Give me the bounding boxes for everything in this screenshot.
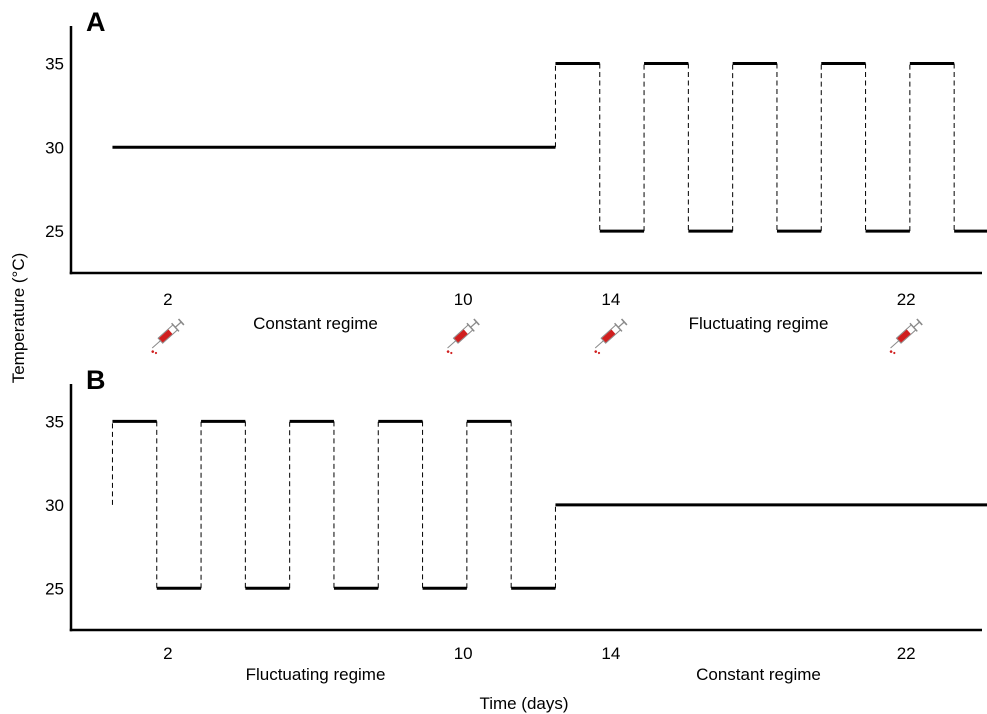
syringe-icon	[594, 318, 628, 355]
x-tick-label: 10	[454, 290, 473, 309]
regime-label: Constant regime	[696, 665, 821, 684]
regime-label: Constant regime	[253, 314, 378, 333]
panel-a: A 25 30 35 2 10 14 22 Constant regime Fluctuating…	[45, 7, 987, 355]
y-tick-label: 35	[45, 412, 64, 431]
x-tick-label: 14	[601, 644, 620, 663]
regime-label: Fluctuating regime	[246, 665, 386, 684]
syringe-icon	[446, 318, 480, 355]
x-tick-label: 2	[163, 644, 172, 663]
x-axis-title: Time (days)	[479, 694, 568, 713]
y-tick-label: 35	[45, 55, 64, 74]
y-axis-title: Temperature (°C)	[9, 253, 28, 384]
x-tick-label: 14	[601, 290, 620, 309]
x-tick-label: 10	[454, 644, 473, 663]
syringe-icon	[151, 318, 185, 355]
panel-label: B	[86, 365, 106, 395]
y-tick-label: 25	[45, 579, 64, 598]
panel-b: B 25 30 35 2 10 14 22 Fluctuating regime Constant…	[45, 365, 987, 684]
x-tick-label: 22	[897, 644, 916, 663]
syringe-icon	[889, 318, 923, 355]
y-tick-label: 30	[45, 496, 64, 515]
regime-label: Fluctuating regime	[689, 314, 829, 333]
y-tick-label: 30	[45, 138, 64, 157]
x-tick-label: 2	[163, 290, 172, 309]
y-tick-label: 25	[45, 222, 64, 241]
x-tick-label: 22	[897, 290, 916, 309]
panel-label: A	[86, 7, 106, 37]
